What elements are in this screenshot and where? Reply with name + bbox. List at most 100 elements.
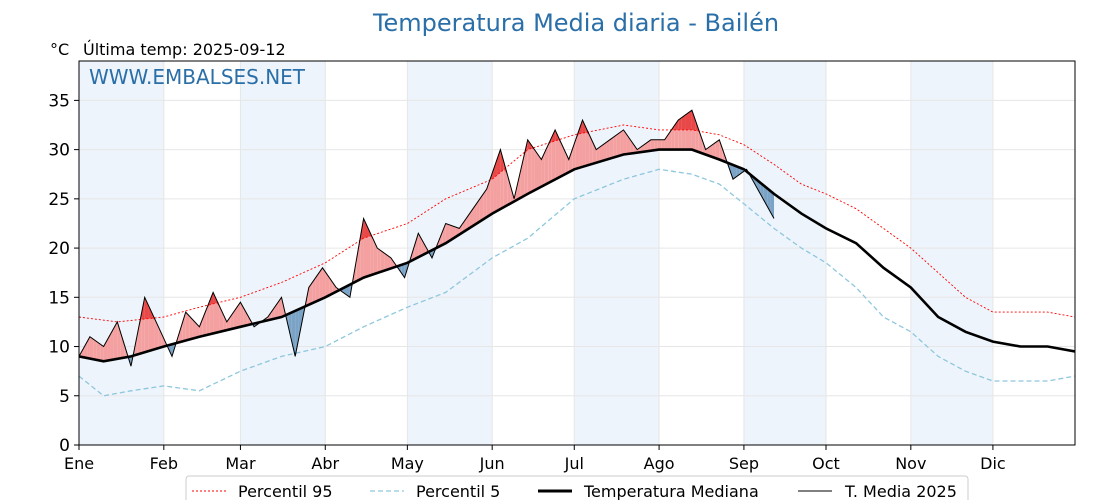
fill-above-median: [698, 129, 703, 154]
fill-above-median: [647, 139, 651, 152]
fill-above-median: [233, 307, 238, 329]
month-band-Jul: [574, 61, 660, 445]
fill-below-median: [168, 344, 173, 357]
fill-above-median: [89, 336, 94, 360]
fill-below-median: [770, 191, 775, 219]
fill-above-median: [486, 179, 491, 218]
fill-above-median: [93, 339, 97, 360]
fill-above-median: [325, 272, 330, 297]
fill-above-median: [278, 297, 282, 318]
fill-above-median: [418, 233, 422, 258]
fill-above-median: [469, 208, 474, 228]
fill-above-median: [452, 225, 456, 239]
fill-above-median: [592, 142, 597, 164]
x-tick-label: Feb: [150, 454, 178, 473]
fill-above-median: [650, 139, 655, 151]
fill-above-median: [223, 314, 227, 331]
fill-above-median: [613, 134, 617, 158]
fill-above-median: [709, 144, 713, 157]
fill-above-median: [620, 129, 624, 156]
fill-above-p95: [363, 218, 367, 239]
fill-above-median: [271, 307, 275, 320]
x-tick-label: Ene: [64, 454, 94, 473]
fill-above-median: [623, 129, 627, 155]
fill-above-median: [561, 144, 566, 176]
last-temp-label: Última temp: 2025-09-12: [83, 40, 286, 59]
fill-above-median: [96, 341, 101, 361]
fill-above-median: [476, 198, 480, 224]
legend-label-median: Temperatura Mediana: [583, 482, 759, 500]
legend-label-current: T. Media 2025: [844, 482, 957, 500]
legend-box: [185, 475, 969, 500]
x-tick-label: Abr: [311, 454, 339, 473]
fill-above-median: [312, 277, 316, 304]
fill-above-p95: [674, 120, 679, 130]
fill-above-median: [671, 125, 675, 150]
fill-above-median: [240, 302, 244, 327]
fill-below-median: [295, 309, 299, 357]
fill-below-median: [401, 263, 405, 278]
fill-above-median: [192, 319, 196, 339]
fill-above-median: [120, 333, 125, 359]
fill-above-median: [81, 346, 85, 358]
fill-above-median: [616, 132, 621, 157]
fill-above-median: [596, 147, 600, 163]
fill-above-median: [575, 129, 580, 169]
fill-above-median: [377, 248, 381, 273]
fill-above-median: [154, 319, 159, 350]
fill-above-median: [589, 134, 593, 165]
x-tick-label: Mar: [225, 454, 256, 473]
fill-above-median: [551, 129, 556, 182]
fill-above-median: [387, 255, 391, 270]
fill-above-p95: [685, 112, 689, 130]
fill-above-median: [199, 318, 203, 337]
fill-above-median: [630, 139, 634, 154]
fill-above-median: [538, 154, 542, 189]
fill-above-median: [661, 139, 665, 150]
fill-above-median: [247, 314, 251, 326]
fill-above-median: [657, 139, 662, 150]
series-line-median: [79, 148, 1075, 363]
fill-above-median: [161, 334, 166, 348]
fill-above-median: [189, 315, 193, 340]
fill-above-median: [517, 169, 521, 200]
fill-above-median: [390, 257, 395, 269]
fill-above-median: [531, 144, 535, 193]
fill-above-median: [137, 314, 142, 355]
fill-above-median: [626, 134, 631, 155]
fill-above-p95: [148, 304, 152, 319]
unit-label: °C: [50, 40, 69, 59]
fill-above-median: [606, 139, 610, 160]
fill-above-median: [182, 312, 186, 342]
y-tick-label: 25: [48, 190, 70, 210]
fill-above-median: [599, 144, 603, 162]
fill-below-median: [298, 307, 303, 340]
fill-above-median: [544, 144, 549, 185]
fill-above-median: [308, 282, 313, 305]
fill-above-median: [667, 129, 672, 150]
fill-above-p95: [678, 117, 682, 130]
x-tick-label: Jun: [479, 454, 505, 473]
fill-above-median: [195, 323, 200, 338]
fill-above-median: [373, 240, 378, 275]
fill-above-median: [490, 169, 494, 215]
fill-above-p95: [144, 297, 149, 320]
fill-above-median: [527, 139, 532, 194]
fill-above-median: [473, 203, 477, 226]
fill-above-median: [633, 144, 638, 154]
fill-above-p95: [527, 139, 532, 150]
x-tick-label: May: [391, 454, 424, 473]
fill-above-median: [558, 137, 562, 178]
fill-above-median: [555, 129, 559, 180]
plot-frame: [78, 60, 1076, 446]
fill-above-p95: [496, 149, 501, 176]
fill-above-median: [178, 323, 183, 343]
fill-above-median: [438, 232, 443, 247]
fill-above-median: [421, 239, 426, 256]
fill-above-p95: [691, 110, 696, 131]
watermark: WWW.EMBALSES.NET: [89, 65, 306, 89]
fill-above-median: [151, 312, 155, 351]
month-band-Nov: [910, 61, 993, 445]
y-tick-label: 30: [48, 141, 70, 161]
fill-above-median: [449, 224, 453, 241]
